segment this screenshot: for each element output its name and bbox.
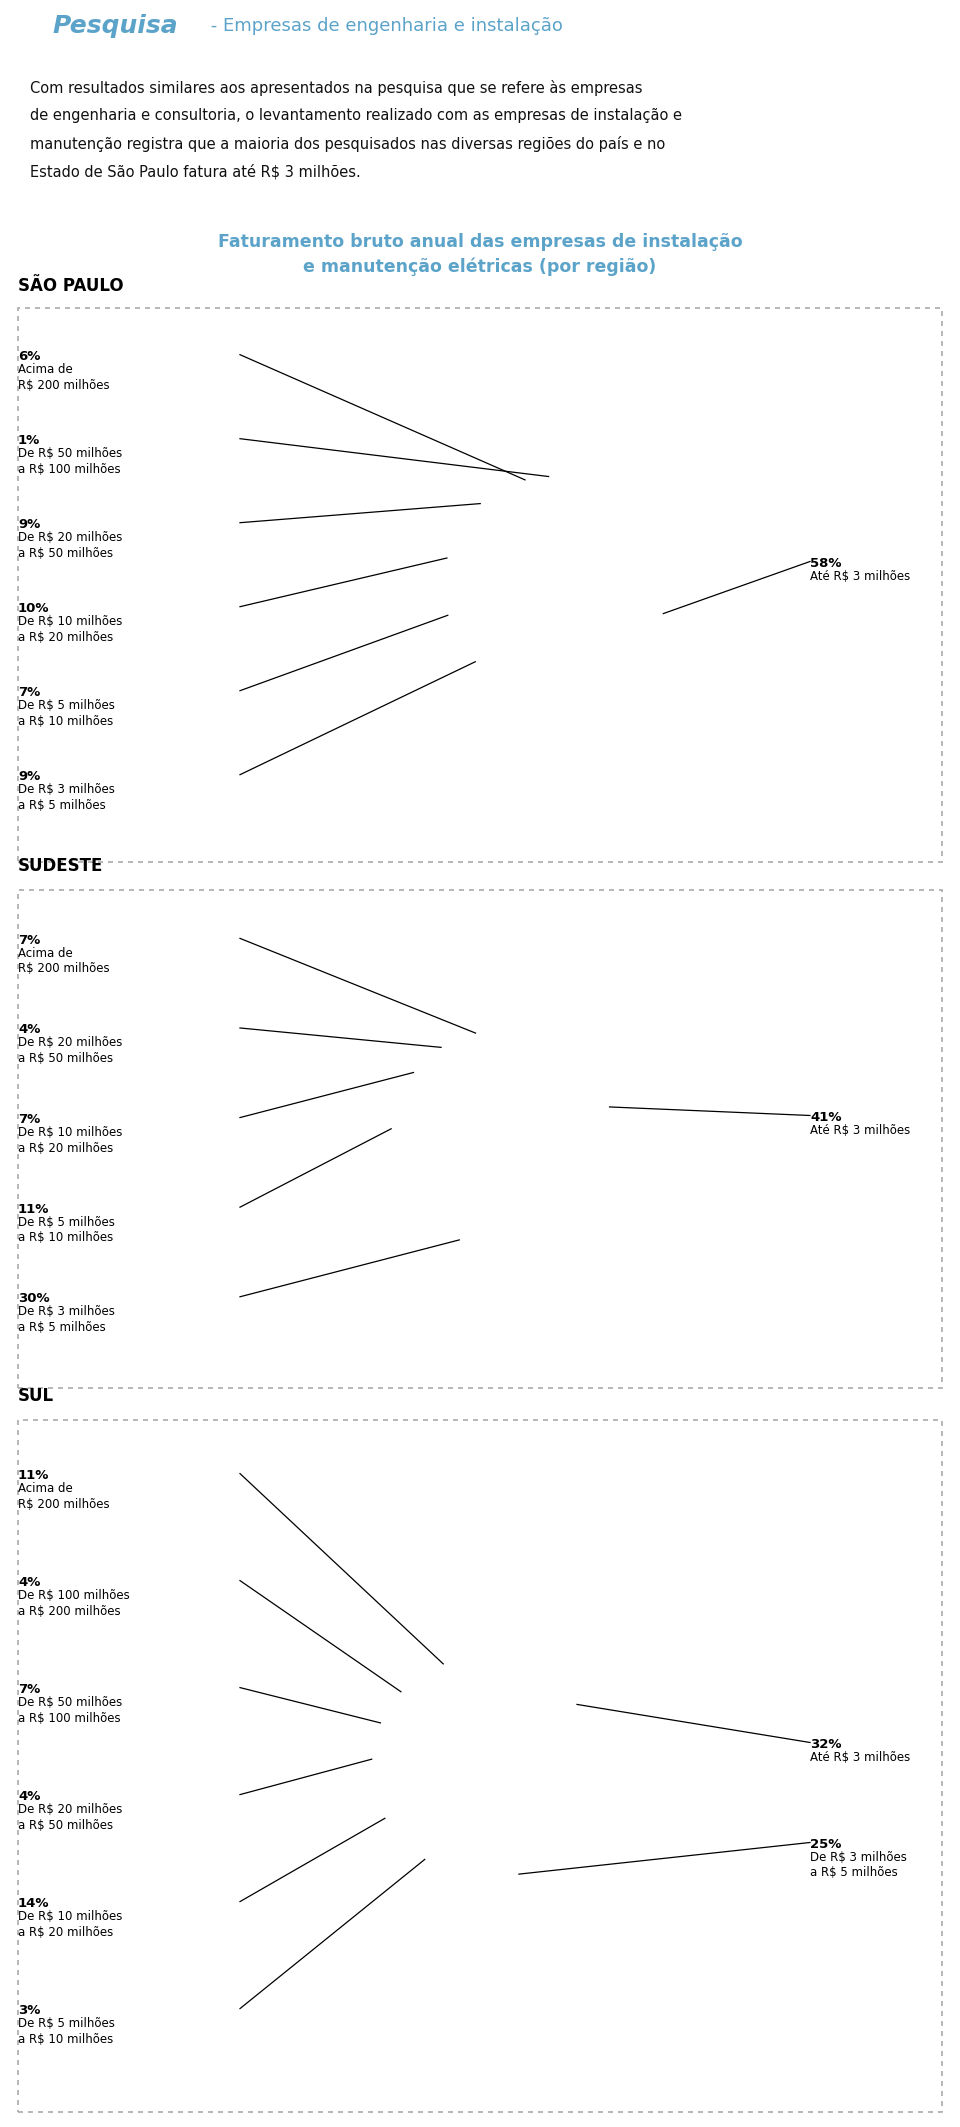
Text: De R$ 5 milhões
a R$ 10 milhões: De R$ 5 milhões a R$ 10 milhões <box>18 1217 115 1244</box>
Text: 11%: 11% <box>18 1470 49 1483</box>
Text: - Empresas de engenharia e instalação: - Empresas de engenharia e instalação <box>205 17 563 34</box>
Wedge shape <box>378 1606 480 1765</box>
Text: 41%: 41% <box>810 1110 842 1123</box>
Text: Pesquisa: Pesquisa <box>52 15 178 38</box>
Text: 4%: 4% <box>18 1791 40 1804</box>
Text: 11%: 11% <box>18 1202 49 1217</box>
Text: Com resultados similares aos apresentados na pesquisa que se refere às empresas: Com resultados similares aos apresentado… <box>30 81 642 96</box>
Text: Faturamento bruto anual das empresas de instalação: Faturamento bruto anual das empresas de … <box>218 234 742 251</box>
Text: De R$ 3 milhões
a R$ 5 milhões: De R$ 3 milhões a R$ 5 milhões <box>18 783 115 813</box>
Text: 7%: 7% <box>18 1682 40 1695</box>
Text: De R$ 3 milhões
a R$ 5 milhões: De R$ 3 milhões a R$ 5 milhões <box>810 1850 907 1880</box>
Text: De R$ 3 milhões
a R$ 5 milhões: De R$ 3 milhões a R$ 5 milhões <box>18 1306 115 1334</box>
Wedge shape <box>393 500 552 596</box>
Text: Até R$ 3 milhões: Até R$ 3 milhões <box>810 1123 910 1138</box>
Text: De R$ 5 milhões
a R$ 10 milhões: De R$ 5 milhões a R$ 10 milhões <box>18 2016 115 2046</box>
Text: SÃO PAULO: SÃO PAULO <box>18 277 124 296</box>
Text: De R$ 100 milhões
a R$ 200 milhões: De R$ 100 milhões a R$ 200 milhões <box>18 1589 130 1619</box>
Wedge shape <box>386 1765 480 1910</box>
Text: e manutenção elétricas (por região): e manutenção elétricas (por região) <box>303 257 657 277</box>
Wedge shape <box>345 1138 585 1300</box>
Wedge shape <box>321 1736 480 1776</box>
Text: De R$ 20 milhões
a R$ 50 milhões: De R$ 20 milhões a R$ 50 milhões <box>18 1036 122 1066</box>
Text: 7%: 7% <box>18 687 40 700</box>
Text: 7%: 7% <box>18 1112 40 1125</box>
Wedge shape <box>355 1017 499 1138</box>
Wedge shape <box>321 1765 480 1895</box>
Text: 10%: 10% <box>18 602 50 615</box>
Text: 7%: 7% <box>18 934 40 947</box>
Text: 25%: 25% <box>810 1838 841 1850</box>
Wedge shape <box>431 978 499 1138</box>
Text: De R$ 10 milhões
a R$ 20 milhões: De R$ 10 milhões a R$ 20 milhões <box>18 1910 122 1938</box>
Wedge shape <box>499 978 659 1274</box>
Text: manutenção registra que a maioria dos pesquisados nas diversas regiões do país e: manutenção registra que a maioria dos pe… <box>30 136 665 151</box>
Text: 9%: 9% <box>18 519 40 532</box>
Text: De R$ 50 milhões
a R$ 100 milhões: De R$ 50 milhões a R$ 100 milhões <box>18 447 122 476</box>
Text: 32%: 32% <box>810 1738 842 1751</box>
Wedge shape <box>351 1642 480 1765</box>
Text: 4%: 4% <box>18 1023 40 1036</box>
Text: 4%: 4% <box>18 1576 40 1589</box>
Wedge shape <box>397 995 499 1138</box>
Text: 30%: 30% <box>18 1293 50 1306</box>
Text: De R$ 10 milhões
a R$ 20 milhões: De R$ 10 milhões a R$ 20 milhões <box>18 1125 122 1155</box>
Text: Acima de
R$ 200 milhões: Acima de R$ 200 milhões <box>18 1483 109 1510</box>
Text: De R$ 5 milhões
a R$ 10 milhões: De R$ 5 milhões a R$ 10 milhões <box>18 700 115 727</box>
Wedge shape <box>393 585 552 661</box>
Wedge shape <box>480 1606 639 1833</box>
Wedge shape <box>340 1072 499 1178</box>
Text: 3%: 3% <box>18 2004 40 2016</box>
Text: 1%: 1% <box>18 434 40 447</box>
Text: SUL: SUL <box>18 1387 54 1406</box>
Text: Acima de
R$ 200 milhões: Acima de R$ 200 milhões <box>18 947 109 976</box>
Text: SUDESTE: SUDESTE <box>18 857 104 874</box>
Text: 14%: 14% <box>18 1897 50 1910</box>
Wedge shape <box>484 425 552 585</box>
Text: De R$ 20 milhões
a R$ 50 milhões: De R$ 20 milhões a R$ 50 milhões <box>18 1804 122 1831</box>
Text: 58%: 58% <box>810 557 842 570</box>
Wedge shape <box>412 585 552 725</box>
Wedge shape <box>324 1672 480 1765</box>
Wedge shape <box>418 440 552 585</box>
Text: De R$ 10 milhões
a R$ 20 milhões: De R$ 10 milhões a R$ 20 milhões <box>18 615 122 644</box>
Text: Até R$ 3 milhões: Até R$ 3 milhões <box>810 570 910 583</box>
Text: 9%: 9% <box>18 770 40 783</box>
Text: 88: 88 <box>8 17 31 34</box>
Text: Estado de São Paulo fatura até R$ 3 milhões.: Estado de São Paulo fatura até R$ 3 milh… <box>30 164 361 179</box>
Text: de engenharia e consultoria, o levantamento realizado com as empresas de instala: de engenharia e consultoria, o levantame… <box>30 108 682 123</box>
Text: Até R$ 3 milhões: Até R$ 3 milhões <box>810 1751 910 1763</box>
Wedge shape <box>412 1765 624 1925</box>
Text: De R$ 50 milhões
a R$ 100 milhões: De R$ 50 milhões a R$ 100 milhões <box>18 1695 122 1725</box>
Wedge shape <box>475 425 711 744</box>
Text: Acima de
R$ 200 milhões: Acima de R$ 200 milhões <box>18 364 109 391</box>
Text: 6%: 6% <box>18 351 40 364</box>
Text: De R$ 20 milhões
a R$ 50 milhões: De R$ 20 milhões a R$ 50 milhões <box>18 532 122 559</box>
Wedge shape <box>542 425 552 585</box>
